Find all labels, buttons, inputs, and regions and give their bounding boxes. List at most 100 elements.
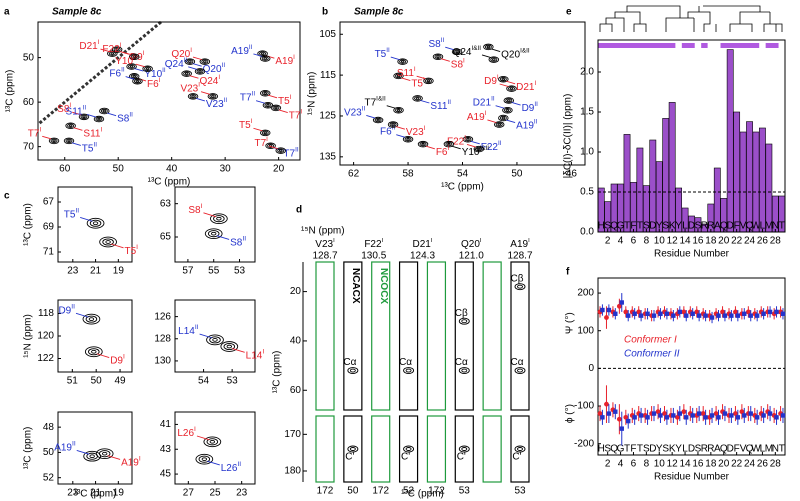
label-text: D9: [58, 305, 71, 316]
residue-letter: V: [740, 221, 747, 232]
contour: [451, 48, 463, 56]
peak: [502, 107, 513, 114]
residue-letter: D: [727, 221, 734, 232]
label-text: T7: [254, 138, 266, 149]
y-tick-label: -100: [574, 401, 594, 412]
residue-header: Q20I: [461, 238, 482, 250]
x-tick-label: 172: [317, 486, 334, 497]
label-pointer: [188, 66, 198, 70]
residue-shift: 130.5: [361, 251, 386, 262]
y-tick-label: 63: [160, 198, 172, 209]
residue-letter: V: [740, 444, 747, 455]
contour: [393, 107, 404, 114]
x-tick-label: 53: [459, 486, 471, 497]
contour: [264, 103, 272, 108]
peak-annotation: C': [457, 452, 466, 463]
residue-letter: A: [714, 221, 721, 232]
x-tick-label: 20: [273, 164, 285, 175]
marker: [677, 309, 683, 315]
x-tick-label: 58: [402, 169, 414, 180]
label-pointer: [71, 142, 81, 146]
peak-label: S8I: [451, 57, 465, 70]
marker: [655, 409, 661, 415]
contour: [198, 70, 202, 73]
label-superscript: II: [295, 146, 299, 153]
y-tick-label: 1.5: [580, 107, 594, 118]
label-superscript: I: [464, 134, 466, 141]
peak-label: D21II: [473, 95, 495, 108]
contour: [110, 52, 115, 55]
label-text: Q20: [501, 49, 520, 60]
contour: [414, 96, 422, 101]
label-pointer: [440, 58, 450, 62]
peak-label: Y10I&II: [462, 144, 490, 157]
marker: [767, 411, 773, 416]
label-text: D9: [110, 355, 123, 366]
residue-shift: 121.0: [459, 251, 484, 262]
label-pointer: [495, 105, 505, 109]
residue-letter: Q: [720, 444, 728, 455]
y-tick-label: 60: [290, 385, 302, 396]
peak: [83, 450, 102, 462]
label-superscript: I: [39, 126, 41, 133]
marker: [745, 309, 751, 315]
contour: [488, 56, 500, 63]
x-tick-label: 19: [113, 266, 125, 277]
strip: [343, 261, 363, 411]
contour: [508, 86, 515, 91]
marker: [606, 411, 612, 416]
residue-letter: D: [688, 221, 695, 232]
chart-title: Sample 8c: [52, 7, 102, 18]
label-superscript: I: [190, 47, 192, 54]
marker: [735, 415, 741, 420]
contour: [417, 140, 429, 148]
x-tick-label: 25: [209, 488, 221, 499]
peak: [270, 104, 282, 112]
contour: [461, 447, 468, 451]
label-superscript: I: [139, 455, 141, 462]
peak-label: Q24I: [199, 74, 220, 87]
marker: [619, 300, 624, 305]
contour: [498, 75, 509, 83]
label-pointer: [481, 54, 491, 59]
label-superscript: I: [100, 126, 102, 133]
contour: [492, 58, 496, 61]
residue-letter: S: [643, 444, 650, 455]
label-pointer: [207, 460, 220, 466]
residue-letter: T: [624, 221, 630, 232]
bar: [668, 102, 676, 233]
y-tick-label: 100: [577, 325, 594, 336]
peak-label: T5II: [64, 207, 80, 220]
label-superscript: I: [251, 118, 253, 125]
residue-letter: T: [779, 221, 785, 232]
contour: [501, 116, 506, 120]
x-tick-label: 30: [220, 164, 232, 175]
label-pointer: [451, 145, 461, 150]
marker: [616, 303, 622, 309]
label-pointer: [268, 145, 278, 150]
residue-letter: R: [707, 221, 714, 232]
peak-label: L26II: [221, 461, 242, 474]
contour: [462, 136, 474, 143]
peak-label: A19I: [121, 455, 141, 468]
contour: [261, 130, 269, 136]
x-tick-label: 21: [90, 266, 102, 277]
peak: [207, 93, 219, 100]
residue-letter: S: [662, 221, 669, 232]
marker: [681, 409, 687, 415]
peak-annotation: C': [345, 452, 354, 463]
contour: [188, 60, 192, 63]
contour: [396, 74, 401, 78]
label-superscript: II: [72, 440, 76, 447]
contour: [186, 59, 194, 64]
label-text: T7: [365, 97, 377, 108]
marker: [754, 415, 760, 420]
peak: [187, 93, 199, 100]
x-tick-label: 172: [372, 486, 389, 497]
contour: [484, 44, 492, 50]
x-tick-label: 57: [182, 266, 194, 277]
plot-frame: [174, 299, 256, 373]
residue-letter: F: [734, 444, 740, 455]
residue-letter: T: [637, 221, 643, 232]
peak-label: T5I: [124, 244, 138, 257]
